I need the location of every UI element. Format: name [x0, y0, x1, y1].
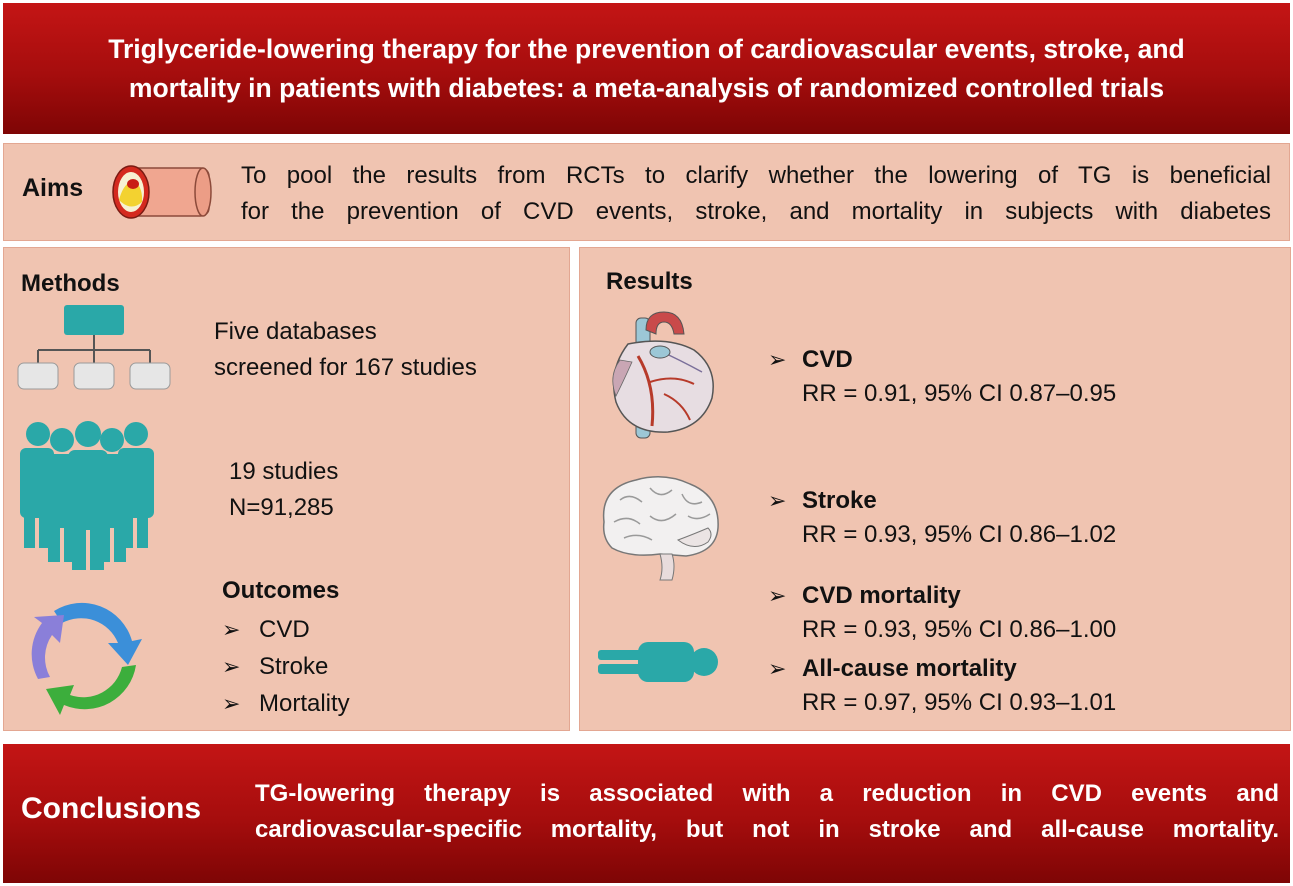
list-item: ➢ Stroke	[222, 648, 350, 685]
results-panel: Results ➢	[579, 247, 1291, 731]
participants-count: N=91,285	[229, 494, 334, 521]
studies-text: 19 studies N=91,285	[229, 454, 338, 526]
conclusions-label: Conclusions	[21, 792, 202, 825]
lying-person-icon	[598, 634, 720, 694]
title-line-2: mortality in patients with diabetes: a m…	[128, 72, 1165, 103]
title-banner: Triglyceride-lowering therapy for the pr…	[3, 3, 1290, 134]
list-item: ➢ Mortality	[222, 685, 350, 722]
artery-cross-section-icon	[109, 162, 215, 222]
result-label: All-cause mortality	[802, 655, 1017, 682]
outcome-label: CVD	[259, 615, 310, 643]
aims-panel: Aims To pool the results from RCTs to cl…	[3, 143, 1290, 241]
aims-text: To pool the results from RCTs to clarify…	[241, 158, 1271, 230]
bullet-arrow-icon: ➢	[768, 488, 787, 513]
result-value: RR = 0.93, 95% CI 0.86–1.02	[802, 521, 1117, 548]
conclusions-text: TG-lowering therapy is associated with a…	[255, 776, 1279, 848]
bullet-arrow-icon: ➢	[222, 616, 241, 642]
methods-panel: Methods Five databases screened for 167 …	[3, 247, 570, 731]
result-cvd-mortality: ➢ CVD mortality RR = 0.93, 95% CI 0.86–1…	[768, 579, 1116, 647]
outcomes-heading: Outcomes	[222, 577, 340, 604]
result-title: ➢ Stroke	[768, 484, 1116, 518]
databases-line-2: screened for 167 studies	[214, 354, 477, 381]
bullet-arrow-icon: ➢	[768, 583, 787, 608]
databases-line-1: Five databases	[214, 318, 377, 345]
methods-heading: Methods	[21, 270, 120, 297]
aims-label: Aims	[22, 174, 84, 202]
bullet-arrow-icon: ➢	[768, 347, 787, 372]
result-label: Stroke	[802, 487, 877, 514]
result-value: RR = 0.97, 95% CI 0.93–1.01	[802, 689, 1117, 716]
conclusions-banner: Conclusions TG-lowering therapy is assoc…	[3, 744, 1290, 883]
result-title: ➢ All-cause mortality	[768, 652, 1116, 686]
bullet-arrow-icon: ➢	[768, 656, 787, 681]
result-title: ➢ CVD	[768, 343, 1116, 377]
conclusions-line-1: TG-lowering therapy is associated with a…	[255, 780, 1279, 807]
people-group-icon	[16, 420, 166, 572]
result-label: CVD	[802, 346, 853, 373]
result-title: ➢ CVD mortality	[768, 579, 1116, 613]
outcome-label: Mortality	[259, 689, 350, 717]
aims-line-1: To pool the results from RCTs to clarify…	[241, 162, 1271, 189]
aims-line-2: for the prevention of CVD events, stroke…	[241, 198, 1271, 225]
result-all-cause-mortality: ➢ All-cause mortality RR = 0.97, 95% CI …	[768, 652, 1116, 720]
bullet-arrow-icon: ➢	[222, 690, 241, 716]
list-item: ➢ CVD	[222, 611, 350, 648]
outcomes-section: Outcomes ➢ CVD ➢ Stroke ➢ Mortality	[222, 577, 350, 722]
result-value: RR = 0.91, 95% CI 0.87–0.95	[802, 380, 1117, 407]
studies-count: 19 studies	[229, 458, 339, 485]
heart-icon	[598, 310, 720, 440]
title-line-1: Triglyceride-lowering therapy for the pr…	[108, 33, 1185, 64]
brain-icon	[590, 470, 726, 584]
cycle-arrows-icon	[24, 593, 148, 717]
result-stroke: ➢ Stroke RR = 0.93, 95% CI 0.86–1.02	[768, 484, 1116, 552]
result-label: CVD mortality	[802, 582, 961, 609]
bullet-arrow-icon: ➢	[222, 653, 241, 679]
page-title: Triglyceride-lowering therapy for the pr…	[17, 30, 1277, 108]
outcome-label: Stroke	[259, 652, 329, 680]
databases-text: Five databases screened for 167 studies	[214, 314, 477, 386]
result-value: RR = 0.93, 95% CI 0.86–1.00	[802, 616, 1117, 643]
flowchart-icon	[16, 303, 172, 393]
result-cvd: ➢ CVD RR = 0.91, 95% CI 0.87–0.95	[768, 343, 1116, 411]
results-heading: Results	[606, 268, 693, 295]
conclusions-line-2: cardiovascular-specific mortality, but n…	[255, 816, 1279, 843]
